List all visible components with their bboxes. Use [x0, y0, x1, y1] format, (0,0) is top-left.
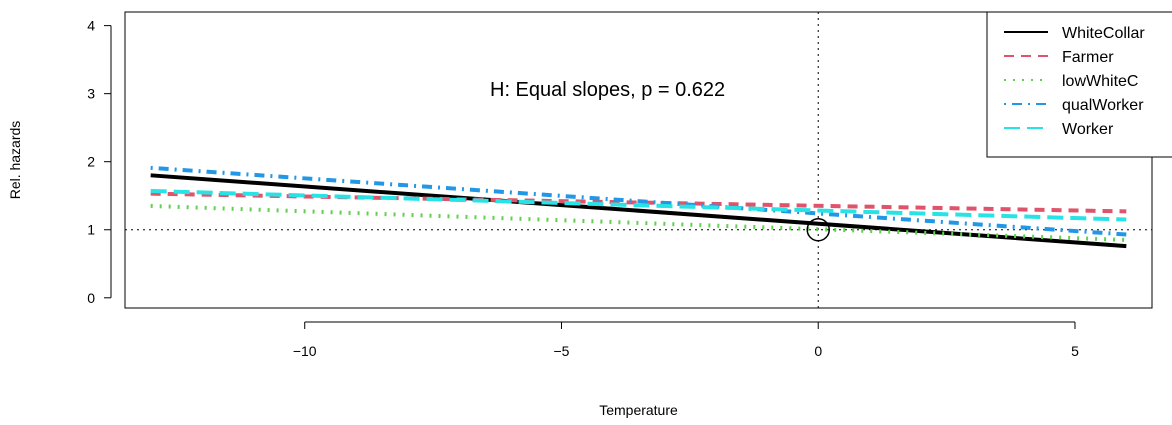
legend-label-worker: Worker [1062, 121, 1114, 138]
x-tick-label: 0 [814, 343, 822, 359]
hypothesis-annotation: H: Equal slopes, p = 0.622 [490, 79, 725, 101]
y-tick-label: 2 [87, 154, 95, 170]
series-line-worker [150, 188, 1127, 222]
legend-box [986, 11, 1172, 158]
series-line-qual-worker [150, 165, 1127, 237]
series-line-white-collar [150, 173, 1127, 249]
x-axis-title: Temperature [599, 402, 678, 418]
reference-lines [125, 12, 1152, 308]
series-lines [150, 165, 1127, 249]
y-tick-label: 3 [87, 86, 95, 102]
y-axis-title: Rel. hazards [7, 121, 23, 200]
x-tick-label: −5 [553, 343, 569, 359]
y-tick-label: 1 [87, 222, 95, 238]
legend-label-qual-worker: qualWorker [1062, 97, 1144, 114]
legend-label-white-collar: WhiteCollar [1062, 25, 1145, 42]
x-axis: −10 −5 0 5 [293, 321, 1079, 359]
y-tick-label: 0 [87, 290, 95, 306]
plot-frame [124, 11, 1153, 309]
legend-label-low-white-c: lowWhiteC [1062, 73, 1138, 90]
x-tick-label: 5 [1071, 343, 1079, 359]
legend-label-farmer: Farmer [1062, 49, 1114, 66]
y-axis: 0 1 2 3 4 [87, 18, 112, 306]
y-tick-label: 4 [87, 18, 95, 34]
legend: WhiteCollar Farmer lowWhiteC qualWorker Work… [986, 11, 1172, 158]
reference-point-marker [806, 217, 830, 242]
x-tick-label: −10 [293, 343, 317, 359]
series-line-low-white-c [150, 203, 1127, 242]
